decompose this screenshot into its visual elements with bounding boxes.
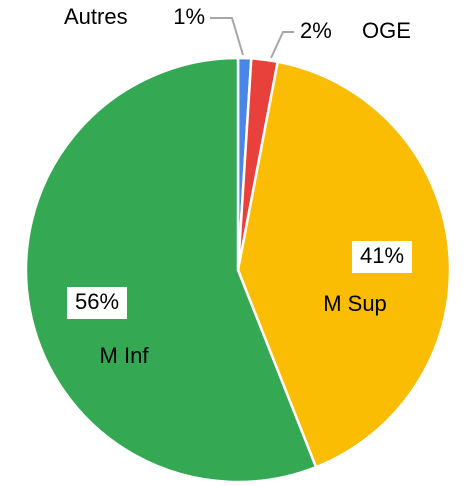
pie-slice — [24, 56, 318, 484]
value-label: 56% — [75, 289, 119, 314]
category-label: Autres — [64, 4, 128, 29]
value-label: 2% — [300, 18, 332, 43]
leader-line — [210, 17, 244, 56]
category-label: M Sup — [323, 291, 387, 316]
leader-line — [270, 31, 294, 59]
category-label: OGE — [362, 18, 411, 43]
label-box — [352, 241, 412, 273]
labels: 1% Autres 2% OGE 41% M Sup 56% M Inf — [64, 4, 412, 368]
category-label: M Inf — [100, 343, 150, 368]
label-box — [67, 287, 127, 319]
value-label: 1% — [173, 4, 205, 29]
value-label: 41% — [360, 243, 404, 268]
pie — [24, 56, 452, 484]
pie-slice — [236, 60, 452, 469]
